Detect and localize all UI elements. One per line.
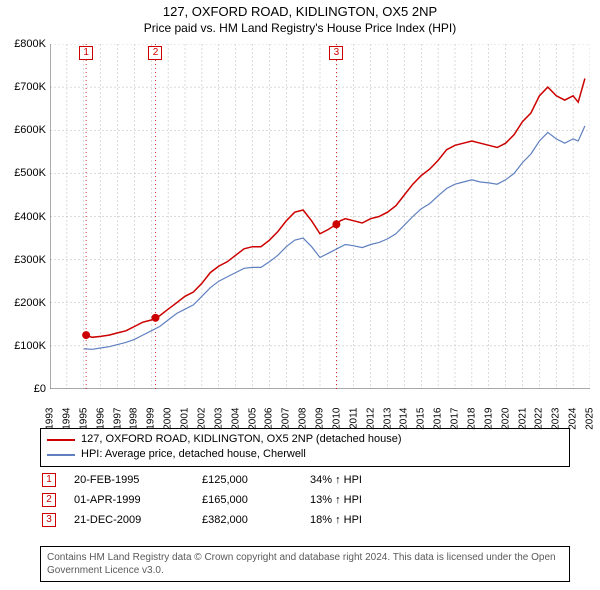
x-tick-label: 1998 bbox=[129, 408, 140, 430]
sale-hpi: 13% ↑ HPI bbox=[310, 494, 430, 506]
x-tick-label: 2014 bbox=[399, 408, 410, 430]
sale-price: £382,000 bbox=[202, 514, 292, 526]
y-tick-label: £400K bbox=[14, 211, 46, 223]
sale-number-box: 3 bbox=[42, 513, 56, 527]
x-tick-label: 2017 bbox=[450, 408, 461, 430]
sale-date: 01-APR-1999 bbox=[74, 494, 184, 506]
attribution: Contains HM Land Registry data © Crown c… bbox=[40, 546, 570, 582]
x-tick-label: 1999 bbox=[146, 408, 157, 430]
x-tick-label: 2024 bbox=[568, 408, 579, 430]
x-tick-label: 1995 bbox=[78, 408, 89, 430]
y-tick-label: £700K bbox=[14, 81, 46, 93]
x-axis-labels: 1993199419951996199719981999200020012002… bbox=[50, 392, 590, 432]
x-tick-label: 2022 bbox=[534, 408, 545, 430]
sales-table: 1 20-FEB-1995 £125,000 34% ↑ HPI 2 01-APR-199… bbox=[40, 470, 570, 530]
x-tick-label: 2000 bbox=[163, 408, 174, 430]
legend-row-series-red: 127, OXFORD ROAD, KIDLINGTON, OX5 2NP (d… bbox=[47, 432, 563, 447]
x-tick-label: 2009 bbox=[315, 408, 326, 430]
sale-marker-box: 2 bbox=[148, 46, 162, 60]
x-tick-label: 2006 bbox=[264, 408, 275, 430]
x-tick-label: 2003 bbox=[213, 408, 224, 430]
x-tick-label: 2008 bbox=[298, 408, 309, 430]
x-tick-label: 1994 bbox=[61, 408, 72, 430]
sale-price: £125,000 bbox=[202, 474, 292, 486]
x-tick-label: 2020 bbox=[500, 408, 511, 430]
x-tick-label: 2010 bbox=[331, 408, 342, 430]
x-tick-label: 2016 bbox=[433, 408, 444, 430]
legend-label-red: 127, OXFORD ROAD, KIDLINGTON, OX5 2NP (d… bbox=[81, 432, 402, 447]
sale-row: 1 20-FEB-1995 £125,000 34% ↑ HPI bbox=[40, 470, 570, 490]
legend-row-series-blue: HPI: Average price, detached house, Cher… bbox=[47, 447, 563, 462]
y-tick-label: £300K bbox=[14, 254, 46, 266]
chart-subtitle: Price paid vs. HM Land Registry's House … bbox=[0, 21, 600, 37]
sale-hpi: 34% ↑ HPI bbox=[310, 474, 430, 486]
x-tick-label: 2012 bbox=[365, 408, 376, 430]
sale-row: 3 21-DEC-2009 £382,000 18% ↑ HPI bbox=[40, 510, 570, 530]
x-tick-label: 2013 bbox=[382, 408, 393, 430]
sale-number-box: 1 bbox=[42, 473, 56, 487]
chart-container: 127, OXFORD ROAD, KIDLINGTON, OX5 2NP Pr… bbox=[0, 0, 600, 590]
sale-number-box: 2 bbox=[42, 493, 56, 507]
x-tick-label: 1996 bbox=[95, 408, 106, 430]
sale-row: 2 01-APR-1999 £165,000 13% ↑ HPI bbox=[40, 490, 570, 510]
x-tick-label: 2002 bbox=[196, 408, 207, 430]
x-tick-label: 2015 bbox=[416, 408, 427, 430]
x-tick-label: 2011 bbox=[348, 408, 359, 430]
legend-swatch-red bbox=[47, 439, 75, 441]
sale-date: 21-DEC-2009 bbox=[74, 514, 184, 526]
chart-svg bbox=[50, 44, 590, 389]
x-tick-label: 1993 bbox=[45, 408, 56, 430]
x-tick-label: 2025 bbox=[585, 408, 596, 430]
sale-date: 20-FEB-1995 bbox=[74, 474, 184, 486]
x-tick-label: 2007 bbox=[281, 408, 292, 430]
x-tick-label: 2021 bbox=[517, 408, 528, 430]
y-tick-label: £600K bbox=[14, 124, 46, 136]
y-tick-label: £200K bbox=[14, 297, 46, 309]
x-tick-label: 2004 bbox=[230, 408, 241, 430]
sale-marker-box: 1 bbox=[79, 46, 93, 60]
y-axis-labels: £0£100K£200K£300K£400K£500K£600K£700K£80… bbox=[0, 44, 48, 389]
sale-price: £165,000 bbox=[202, 494, 292, 506]
legend: 127, OXFORD ROAD, KIDLINGTON, OX5 2NP (d… bbox=[40, 428, 570, 467]
sale-hpi: 18% ↑ HPI bbox=[310, 514, 430, 526]
y-tick-label: £800K bbox=[14, 38, 46, 50]
x-tick-label: 2018 bbox=[466, 408, 477, 430]
sale-marker-box: 3 bbox=[329, 46, 343, 60]
chart-title: 127, OXFORD ROAD, KIDLINGTON, OX5 2NP bbox=[0, 0, 600, 21]
x-tick-label: 2001 bbox=[180, 408, 191, 430]
x-tick-label: 2005 bbox=[247, 408, 258, 430]
plot-area: 1 2 3 bbox=[50, 44, 590, 389]
y-tick-label: £0 bbox=[34, 383, 46, 395]
x-tick-label: 2019 bbox=[483, 408, 494, 430]
y-tick-label: £500K bbox=[14, 167, 46, 179]
x-tick-label: 1997 bbox=[112, 408, 123, 430]
x-tick-label: 2023 bbox=[551, 408, 562, 430]
legend-swatch-blue bbox=[47, 454, 75, 456]
legend-label-blue: HPI: Average price, detached house, Cher… bbox=[81, 447, 306, 462]
y-tick-label: £100K bbox=[14, 340, 46, 352]
